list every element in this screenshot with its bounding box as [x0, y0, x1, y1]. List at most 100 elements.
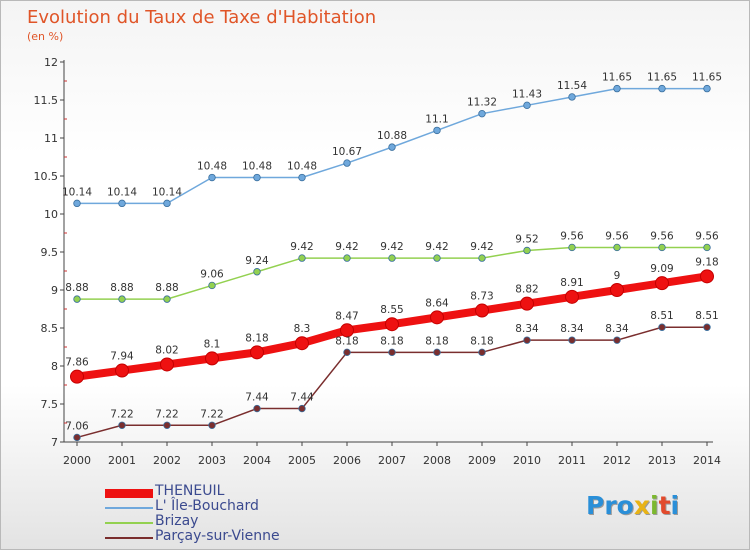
- data-point: [208, 173, 216, 182]
- data-point: [115, 363, 129, 378]
- legend-label: THENEUIL: [155, 483, 225, 499]
- data-label: 11.54: [557, 80, 587, 92]
- data-label: 7.44: [290, 392, 314, 404]
- data-label: 7.22: [110, 408, 133, 420]
- data-label: 8.88: [155, 282, 178, 294]
- data-point: [253, 404, 261, 413]
- data-label: 10.14: [62, 186, 92, 198]
- data-label: 10.67: [332, 146, 362, 158]
- data-point: [298, 254, 306, 262]
- x-tick-label: 2000: [63, 454, 91, 467]
- data-label: 9.18: [695, 256, 718, 268]
- data-label: 8.34: [515, 323, 539, 335]
- data-point: [253, 268, 261, 276]
- data-label: 8.64: [425, 297, 449, 309]
- legend-swatch: [105, 488, 153, 498]
- data-label: 11.32: [467, 97, 497, 109]
- data-label: 10.48: [197, 161, 227, 173]
- data-point: [478, 254, 486, 262]
- data-label: 10.14: [152, 186, 182, 198]
- data-label: 7.22: [200, 408, 223, 420]
- data-point: [163, 295, 171, 303]
- data-point: [613, 84, 621, 93]
- logo-letter: r: [604, 491, 617, 520]
- data-label: 8.18: [470, 335, 493, 347]
- line-chart: 7 7.5 8 8.5 9 9.5 10 10.5 11 11.5 12 2000 2001 2002 20…: [34, 56, 723, 467]
- data-label: 8.82: [515, 284, 538, 296]
- data-point: [658, 323, 666, 331]
- logo-letter: o: [616, 491, 634, 520]
- data-label: 9.56: [650, 230, 674, 242]
- x-tick-label: 2002: [153, 454, 181, 467]
- data-label: 9.42: [470, 241, 493, 253]
- data-label: 8.51: [695, 310, 718, 322]
- y-tick-label: 8.5: [41, 322, 59, 335]
- data-point: [433, 254, 441, 262]
- data-label: 8.34: [560, 323, 584, 335]
- data-label: 10.14: [107, 186, 137, 198]
- data-label: 10.88: [377, 130, 407, 142]
- logo-letter: i: [670, 491, 680, 520]
- y-tick-label: 7: [51, 436, 58, 449]
- data-label: 9: [614, 270, 621, 282]
- logo-letter: P: [586, 491, 605, 520]
- data-point: [565, 289, 579, 304]
- data-point: [295, 336, 309, 351]
- data-label: 8.18: [245, 332, 268, 344]
- data-point: [250, 345, 264, 360]
- data-label: 8.34: [605, 323, 629, 335]
- data-point: [658, 84, 666, 93]
- data-point: [523, 336, 531, 344]
- data-point: [610, 283, 624, 297]
- data-label: 8.18: [335, 335, 358, 347]
- data-point: [703, 84, 711, 93]
- data-point: [70, 369, 84, 384]
- y-tick-label: 11: [44, 132, 58, 145]
- data-label: 9.24: [245, 255, 269, 267]
- data-label: 9.42: [290, 241, 313, 253]
- data-point: [475, 303, 489, 318]
- data-point: [703, 323, 711, 331]
- x-tick-label: 2014: [693, 454, 721, 467]
- data-point: [163, 199, 171, 208]
- data-point: [523, 246, 531, 255]
- data-label: 8.88: [110, 282, 133, 294]
- y-tick-label: 9.5: [41, 246, 59, 259]
- data-label: 7.22: [155, 408, 178, 420]
- data-point: [433, 126, 441, 135]
- data-point: [205, 351, 219, 366]
- data-point: [208, 421, 216, 429]
- data-point: [385, 317, 399, 332]
- y-tick-label: 10.5: [34, 170, 59, 183]
- data-label: 10.48: [242, 161, 272, 173]
- data-point: [118, 295, 126, 303]
- data-point: [343, 254, 351, 262]
- data-label: 7.06: [65, 420, 89, 432]
- data-point: [568, 243, 576, 252]
- legend-label: Parçay-sur-Vienne: [155, 528, 280, 544]
- data-point: [568, 93, 576, 101]
- data-label: 11.43: [512, 88, 542, 100]
- data-label: 11.65: [647, 72, 677, 84]
- data-point: [613, 336, 621, 344]
- data-label: 9.42: [380, 241, 403, 253]
- data-label: 10.48: [287, 161, 317, 173]
- data-label: 8.47: [335, 310, 358, 322]
- chart-title: Evolution du Taux de Taxe d'Habitation: [27, 7, 377, 28]
- x-tick-label: 2007: [378, 454, 406, 467]
- logo-letter: i: [650, 491, 659, 520]
- data-point: [208, 281, 216, 290]
- x-tick-label: 2003: [198, 454, 226, 467]
- data-point: [478, 348, 486, 357]
- data-label: 9.42: [335, 241, 358, 253]
- data-point: [478, 109, 486, 118]
- x-tick-label: 2005: [288, 454, 316, 467]
- y-tick-label: 12: [44, 56, 58, 69]
- data-point: [298, 173, 306, 182]
- data-point: [700, 269, 714, 284]
- y-tick-label: 11.5: [34, 94, 59, 107]
- data-point: [118, 421, 126, 429]
- data-point: [613, 243, 621, 252]
- x-tick-label: 2006: [333, 454, 361, 467]
